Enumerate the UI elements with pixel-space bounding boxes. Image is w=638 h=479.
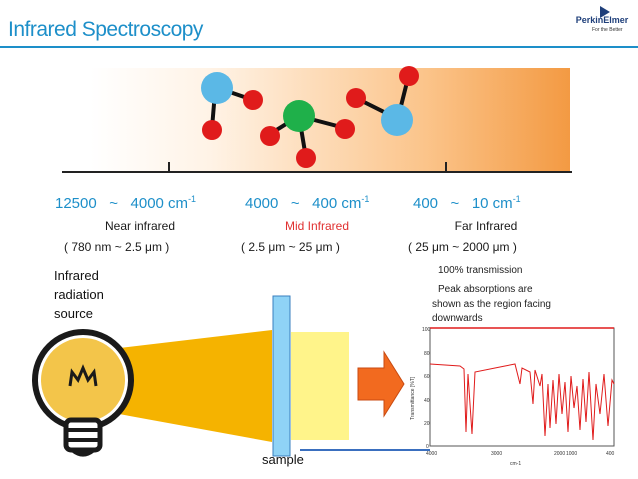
measurement-setup-illustration xyxy=(32,295,430,457)
range-near-start: 12500 xyxy=(55,195,97,212)
band-near-name: Near infrared xyxy=(104,219,176,233)
y-tick-0: 0 xyxy=(426,444,429,450)
range-far: 400 ~ 10 cm-1 xyxy=(413,194,521,212)
sample-plate xyxy=(272,295,291,457)
atom-red-5 xyxy=(296,148,316,168)
range-mid-end: 400 cm xyxy=(312,195,362,212)
range-near: 12500 ~ 4000 cm-1 xyxy=(55,194,196,212)
source-label-line-1: Infrared xyxy=(54,268,99,283)
title-underline xyxy=(0,46,638,48)
x-tick-3000: 3000 xyxy=(491,451,502,457)
y-tick-80: 80 xyxy=(424,351,430,357)
ir-gradient-band xyxy=(90,68,570,172)
arrow-right-icon xyxy=(357,350,405,418)
atom-red-7 xyxy=(399,66,419,86)
y-tick-40: 40 xyxy=(424,398,430,404)
note-peaks-line-2: shown as the region facing xyxy=(432,299,551,310)
x-tick-1000: 1000 xyxy=(566,451,577,457)
range-far-start: 400 xyxy=(413,195,439,212)
ir-spectrum-plot: 100 80 60 40 20 0 4000 3000 2000 1000 40… xyxy=(410,327,615,467)
ir-beam-transmitted xyxy=(291,332,349,440)
range-far-exp: -1 xyxy=(512,194,521,204)
source-label-line-3: source xyxy=(54,306,94,321)
atom-red-3 xyxy=(260,126,280,146)
atom-green xyxy=(283,100,315,132)
light-bulb-icon xyxy=(32,329,134,457)
page-title: Infrared Spectroscopy xyxy=(8,18,203,41)
note-peaks: Peak absorptions are shown as the region… xyxy=(432,283,551,326)
atom-blue-2 xyxy=(381,104,413,136)
y-tick-100: 100 xyxy=(422,327,431,333)
atom-red-1 xyxy=(243,90,263,110)
logo-tagline: For the Better xyxy=(592,27,623,33)
range-mid: 4000 ~ 400 cm-1 xyxy=(245,194,369,212)
y-tick-20: 20 xyxy=(424,421,430,427)
band-far-name: Far Infrared xyxy=(454,219,518,233)
note-transmission: 100% transmission xyxy=(432,264,522,279)
source-label-line-2: radiation xyxy=(54,287,104,302)
range-mid-exp: -1 xyxy=(361,194,370,204)
range-near-end: 4000 cm xyxy=(130,195,189,212)
y-axis-label: Transmittance [%T] xyxy=(410,376,416,420)
range-far-tilde: ~ xyxy=(450,195,460,212)
band-near-wavelength: ( 780 nm ~ 2.5 μm ) xyxy=(64,240,170,254)
range-near-tilde: ~ xyxy=(109,195,118,212)
atom-red-2 xyxy=(202,120,222,140)
atom-blue-1 xyxy=(201,72,233,104)
x-axis-label: cm-1 xyxy=(510,461,521,467)
x-tick-400: 400 xyxy=(606,451,615,457)
x-tick-4000: 4000 xyxy=(426,451,437,457)
note-peaks-line-3: downwards xyxy=(432,313,483,324)
band-mid-name: Mid Infrared xyxy=(284,219,350,233)
spectrum-band-illustration xyxy=(62,66,572,173)
x-tick-2000: 2000 xyxy=(554,451,565,457)
band-far-wavelength: ( 25 μm ~ 2000 μm ) xyxy=(408,240,517,254)
spectrum-trace xyxy=(429,363,615,441)
ir-beam-incident xyxy=(86,330,272,442)
atom-red-6 xyxy=(346,88,366,108)
spectrum-plot-frame xyxy=(429,327,615,447)
logo-mark-icon xyxy=(600,6,610,18)
range-mid-start: 4000 xyxy=(245,195,279,212)
source-label: Infrared radiation source xyxy=(54,266,104,323)
note-transmission-text: 100% transmission xyxy=(438,265,523,276)
range-mid-tilde: ~ xyxy=(290,195,300,212)
range-far-end: 10 cm xyxy=(471,195,513,212)
sample-label: sample xyxy=(262,452,304,467)
note-peaks-line-1: Peak absorptions are xyxy=(438,284,533,295)
atom-red-4 xyxy=(335,119,355,139)
range-near-exp: -1 xyxy=(188,194,197,204)
logo-name: PerkinElmer xyxy=(575,15,629,25)
band-mid-wavelength: ( 2.5 μm ~ 25 μm ) xyxy=(241,240,340,254)
y-tick-60: 60 xyxy=(424,374,430,380)
